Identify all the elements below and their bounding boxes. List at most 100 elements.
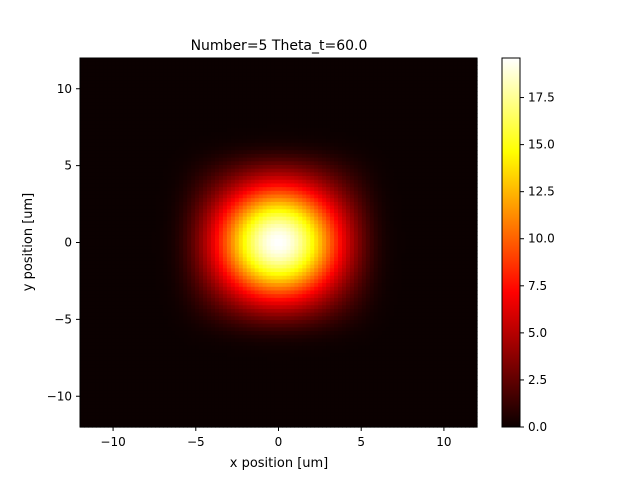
heatmap-cell bbox=[270, 423, 276, 428]
heatmap-cell bbox=[87, 279, 93, 284]
heatmap-cell bbox=[218, 246, 224, 251]
heatmap-cell bbox=[119, 393, 125, 399]
heatmap-cell bbox=[171, 58, 176, 63]
heatmap-cell bbox=[123, 349, 129, 354]
heatmap-cell bbox=[195, 224, 200, 229]
heatmap-cell bbox=[211, 334, 216, 340]
heatmap-cell bbox=[203, 275, 208, 280]
heatmap-cell bbox=[218, 235, 224, 240]
heatmap-cell bbox=[179, 379, 184, 384]
heatmap-cell bbox=[115, 397, 121, 402]
heatmap-cell bbox=[250, 356, 256, 362]
heatmap-cell bbox=[131, 72, 137, 78]
heatmap-cell bbox=[123, 286, 129, 292]
heatmap-cell bbox=[195, 109, 200, 114]
heatmap-cell bbox=[167, 275, 172, 280]
heatmap-cell bbox=[83, 190, 89, 196]
heatmap-cell bbox=[270, 408, 276, 413]
heatmap-cell bbox=[179, 345, 184, 351]
heatmap-cell bbox=[143, 360, 149, 365]
heatmap-cell bbox=[87, 268, 93, 273]
heatmap-cell bbox=[218, 419, 224, 424]
heatmap-cell bbox=[103, 128, 109, 133]
heatmap-cell bbox=[139, 72, 145, 78]
heatmap-cell bbox=[159, 102, 164, 107]
heatmap-cell bbox=[99, 294, 105, 299]
heatmap-cell bbox=[203, 231, 208, 236]
heatmap-cell bbox=[80, 194, 85, 199]
heatmap-cell bbox=[143, 323, 149, 328]
heatmap-cell bbox=[159, 153, 164, 159]
heatmap-cell bbox=[167, 301, 172, 306]
heatmap-cell bbox=[147, 290, 153, 295]
heatmap-cell bbox=[214, 198, 220, 203]
heatmap-cell bbox=[258, 419, 264, 424]
heatmap-cell bbox=[103, 393, 109, 399]
heatmap-cell bbox=[207, 308, 212, 314]
heatmap-cell bbox=[147, 338, 153, 343]
heatmap-cell bbox=[230, 224, 236, 229]
heatmap-cell bbox=[254, 297, 260, 303]
heatmap-cell bbox=[171, 146, 176, 151]
heatmap-cell bbox=[230, 194, 236, 199]
heatmap-cell bbox=[103, 58, 109, 63]
heatmap-cell bbox=[115, 216, 121, 221]
heatmap-cell bbox=[218, 157, 224, 162]
heatmap-cell bbox=[115, 113, 121, 118]
heatmap-cell bbox=[99, 80, 105, 85]
heatmap-cell bbox=[111, 150, 117, 155]
heatmap-cell bbox=[234, 58, 240, 63]
heatmap-cell bbox=[107, 172, 113, 177]
heatmap-cell bbox=[199, 72, 204, 78]
heatmap-cell bbox=[226, 172, 232, 177]
heatmap-cell bbox=[123, 253, 129, 258]
heatmap-cell bbox=[147, 253, 153, 258]
heatmap-cell bbox=[207, 179, 212, 185]
heatmap-cell bbox=[99, 176, 105, 181]
heatmap-cell bbox=[195, 415, 200, 421]
heatmap-cell bbox=[195, 94, 200, 100]
heatmap-cell bbox=[246, 153, 252, 159]
heatmap-cell bbox=[123, 353, 129, 358]
heatmap-cell bbox=[91, 58, 97, 63]
heatmap-cell bbox=[151, 297, 157, 303]
heatmap-cell bbox=[254, 87, 260, 92]
heatmap-cell bbox=[222, 356, 228, 362]
heatmap-cell bbox=[242, 393, 248, 399]
heatmap-cell bbox=[95, 253, 101, 258]
heatmap-cell bbox=[218, 72, 224, 78]
heatmap-cell bbox=[262, 146, 268, 151]
heatmap-cell bbox=[107, 397, 113, 402]
heatmap-cell bbox=[135, 139, 141, 144]
heatmap-cell bbox=[155, 275, 160, 280]
heatmap-cell bbox=[99, 146, 105, 151]
heatmap-cell bbox=[147, 423, 153, 428]
heatmap-cell bbox=[103, 423, 109, 428]
heatmap-cell bbox=[238, 272, 244, 277]
heatmap-cell bbox=[175, 305, 180, 310]
heatmap-cell bbox=[187, 168, 192, 173]
heatmap-cell bbox=[95, 264, 101, 269]
heatmap-cell bbox=[274, 91, 280, 96]
heatmap-cell bbox=[119, 94, 125, 100]
heatmap-cell bbox=[107, 168, 113, 173]
heatmap-cell bbox=[203, 94, 208, 100]
heatmap-cell bbox=[234, 139, 240, 144]
heatmap-cell bbox=[107, 323, 113, 328]
heatmap-cell bbox=[87, 224, 93, 229]
heatmap-cell bbox=[80, 120, 85, 126]
heatmap-cell bbox=[143, 327, 149, 332]
heatmap-cell bbox=[171, 412, 176, 417]
heatmap-cell bbox=[139, 201, 145, 207]
heatmap-cell bbox=[119, 150, 125, 155]
heatmap-cell bbox=[207, 165, 212, 170]
heatmap-cell bbox=[218, 165, 224, 170]
heatmap-cell bbox=[167, 94, 172, 100]
heatmap-cell bbox=[199, 65, 204, 70]
heatmap-cell bbox=[95, 360, 101, 365]
heatmap-cell bbox=[191, 272, 196, 277]
heatmap-cell bbox=[270, 334, 276, 340]
heatmap-cell bbox=[111, 91, 117, 96]
heatmap-cell bbox=[95, 98, 101, 103]
heatmap-cell bbox=[179, 139, 184, 144]
